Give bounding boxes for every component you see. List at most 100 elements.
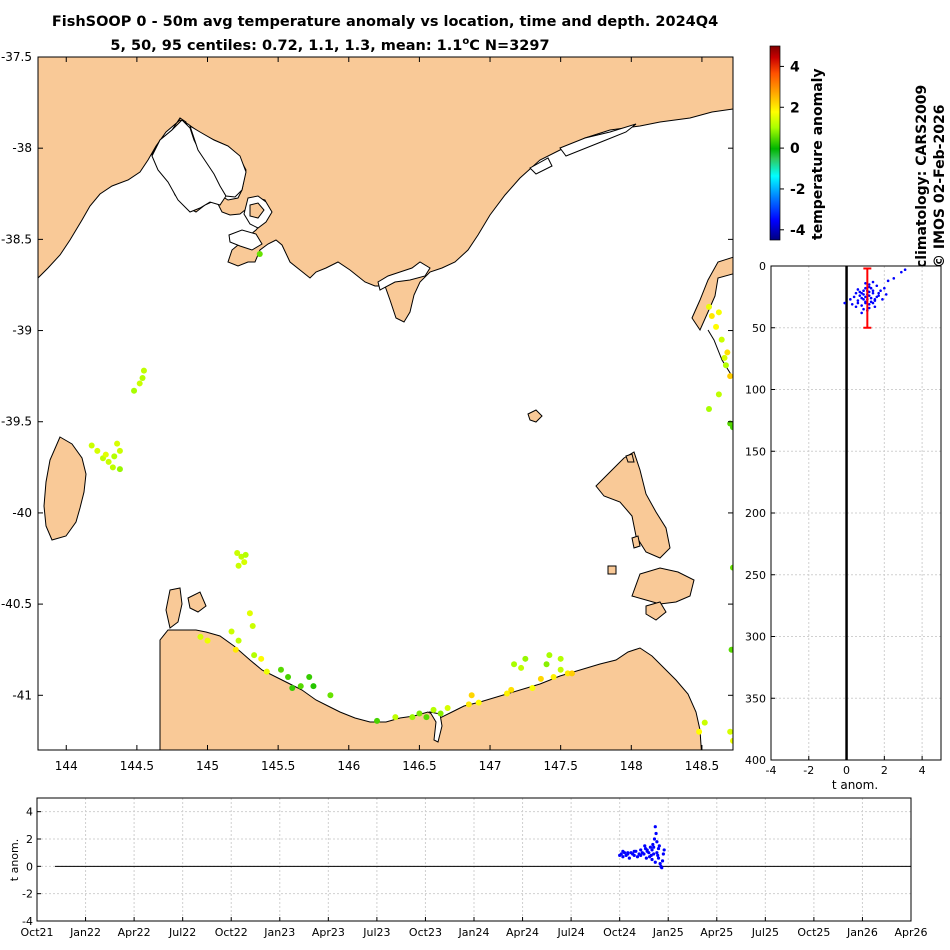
land-cape-barren-island <box>631 567 695 605</box>
profile-point <box>858 290 862 294</box>
profile-point <box>860 296 863 300</box>
gippsland-lakes <box>529 123 637 175</box>
profile-point <box>881 298 884 301</box>
ts-x-tick-label: Jul23 <box>362 926 390 939</box>
map-point <box>251 652 258 659</box>
ts-x-tick-label: Apr24 <box>506 926 539 939</box>
profile-point <box>892 277 896 280</box>
profile-x-tick-label: 4 <box>919 764 926 777</box>
land-clarke-island <box>645 601 667 621</box>
map-point <box>444 705 451 712</box>
ts-point <box>619 852 623 856</box>
map-point <box>116 447 123 454</box>
ts-point <box>647 851 651 855</box>
profile-point <box>867 306 871 310</box>
colorbar-ticks: 4 2 0 -2 -4 <box>780 59 806 239</box>
profile-point <box>867 294 871 297</box>
map-point <box>522 655 529 662</box>
ts-point <box>650 857 654 862</box>
map-y-tick-label: -40.5 <box>1 597 32 611</box>
ts-x-ticks: Oct21 Jan22 Apr22 Jul22 Oct22 Jan23 Apr23 Jul23… <box>20 917 928 939</box>
ts-point <box>653 860 657 864</box>
map-point <box>277 666 284 673</box>
profile-xlabel: t anom. <box>832 778 878 792</box>
profile-point <box>862 298 865 301</box>
profile-point <box>869 286 873 290</box>
ts-point <box>655 851 659 855</box>
map-point <box>246 610 253 617</box>
ts-x-tick-label: Jan23 <box>263 926 295 939</box>
map-point <box>529 684 536 691</box>
islet-5 <box>734 460 737 468</box>
colorbar-tick-label: 2 <box>790 100 800 116</box>
profile-y-tick-label: 50 <box>752 322 766 335</box>
profile-point <box>862 293 865 296</box>
profile-point <box>867 290 871 294</box>
depth-profile-panel: -4 -2 0 2 4 0 50 100 150 200 250 300 350 400 t anom. <box>745 260 942 792</box>
ts-point <box>621 849 625 853</box>
profile-point <box>873 298 877 301</box>
profile-y-tick-label: 150 <box>745 445 766 458</box>
map-point <box>235 637 242 644</box>
map-point <box>289 684 296 691</box>
islet-4 <box>625 453 635 463</box>
profile-point <box>875 295 879 299</box>
ts-y-tick-label: 4 <box>26 806 33 819</box>
ts-point <box>652 852 656 856</box>
ts-x-tick-label: Oct25 <box>797 926 830 939</box>
profile-point <box>877 294 880 297</box>
credit-label: © IMOS 02-Feb-2026 <box>932 105 948 268</box>
map-x-tick-label: 148 <box>620 759 643 773</box>
colorbar-tick-label: -2 <box>790 182 806 198</box>
ts-x-tick-label: Jan24 <box>458 926 490 939</box>
ts-point <box>656 846 661 851</box>
map-x-tick-label: 144.5 <box>120 759 154 773</box>
map-point <box>730 564 733 571</box>
profile-y-tick-label: 0 <box>759 260 766 273</box>
profile-y-ticks: 0 50 100 150 200 250 300 350 400 <box>745 260 775 767</box>
ts-point <box>639 853 643 858</box>
map-point <box>724 349 731 356</box>
ts-x-tick-label: Apr25 <box>700 926 733 939</box>
map-point <box>732 659 733 662</box>
ts-x-tick-label: Apr26 <box>894 926 927 939</box>
ts-point <box>656 853 660 858</box>
ts-x-tick-label: Oct22 <box>215 926 248 939</box>
map-point <box>568 670 575 677</box>
profile-y-tick-label: 200 <box>745 507 766 520</box>
land-mainland <box>38 57 733 323</box>
map-point <box>235 562 242 569</box>
map-point <box>475 699 482 706</box>
map-point <box>546 652 553 659</box>
map-point <box>564 670 571 677</box>
ts-point <box>645 848 649 852</box>
map-point <box>285 674 292 681</box>
ts-x-tick-label: Jan25 <box>652 926 684 939</box>
map-point <box>306 674 313 681</box>
ts-ylabel: t anom. <box>8 839 21 881</box>
map-point <box>465 701 472 708</box>
profile-point <box>858 294 862 297</box>
map-point <box>310 683 317 690</box>
profile-point <box>871 289 875 293</box>
ts-x-tick-label: Oct24 <box>603 926 636 939</box>
ts-x-tick-label: Apr23 <box>312 926 345 939</box>
ts-points <box>618 825 666 870</box>
map-point <box>204 637 211 644</box>
ts-point <box>635 855 640 859</box>
profile-point <box>852 295 856 299</box>
map-point <box>109 464 116 471</box>
profile-x-tick-label: -4 <box>766 764 777 777</box>
map-x-tick-label: 146.5 <box>402 759 436 773</box>
map-point <box>518 664 525 671</box>
colorbar-gradient <box>769 45 781 241</box>
profile-point <box>883 286 886 290</box>
profile-point <box>879 289 882 293</box>
colorbar-tick-label: -4 <box>790 223 806 239</box>
profile-point <box>860 291 863 295</box>
map-point <box>88 442 95 449</box>
profile-point <box>843 301 846 305</box>
ts-y-tick-label: -4 <box>22 915 33 928</box>
land-east-coast <box>691 256 733 332</box>
profile-point <box>850 302 854 306</box>
